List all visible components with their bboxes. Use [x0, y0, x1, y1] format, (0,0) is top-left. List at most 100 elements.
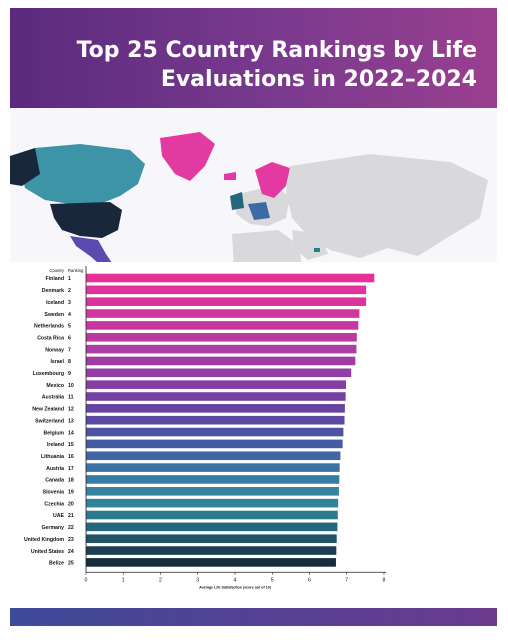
bar [86, 522, 338, 532]
country-label: Mexico [46, 383, 64, 389]
bar [86, 273, 375, 283]
map-canada [20, 144, 145, 204]
ranking-label: 25 [68, 561, 74, 567]
map-mexico [70, 236, 114, 268]
bar [86, 451, 341, 461]
map-usa [50, 202, 122, 238]
ranking-label: 10 [68, 383, 74, 389]
country-label: Ireland [47, 442, 64, 448]
country-label: Iceland [46, 300, 64, 306]
ranking-label: 24 [68, 549, 74, 555]
bar [86, 321, 359, 330]
country-label: Israel [50, 359, 64, 365]
ranking-label: 17 [68, 466, 74, 472]
bar [86, 309, 360, 318]
infographic-frame: Top 25 Country Rankings by Life Evaluati… [10, 8, 497, 626]
chart-title: Top 25 Country Rankings by Life Evaluati… [76, 38, 477, 92]
map-central-europe [248, 202, 270, 220]
ranking-label: 1 [68, 276, 71, 282]
ranking-label: 7 [68, 347, 71, 353]
country-label: Luxembourg [33, 371, 64, 377]
bar [86, 404, 345, 413]
footer-bar [10, 608, 497, 626]
ranking-label: 13 [68, 418, 74, 424]
bar [86, 392, 346, 401]
country-label: Netherlands [34, 324, 64, 330]
ranking-label: 18 [68, 478, 74, 484]
country-label: UAE [53, 513, 64, 519]
ranking-label: 21 [68, 513, 74, 519]
ranking-label: 9 [68, 371, 71, 377]
x-tick-label: 7 [345, 577, 348, 583]
x-tick-label: 2 [159, 577, 162, 583]
x-axis-label: Average Life Satisfaction (score out of … [199, 585, 272, 589]
bar [86, 463, 340, 472]
country-label: Australia [42, 395, 64, 401]
country-label: Sweden [44, 312, 64, 318]
column-header-country: Country [49, 268, 65, 273]
bar [86, 558, 336, 567]
ranking-label: 2 [68, 288, 71, 294]
country-label: Canada [45, 478, 64, 484]
map-iceland [224, 172, 236, 180]
country-label: Slovenia [43, 490, 64, 496]
column-header-ranking: Ranking [68, 268, 84, 273]
bar [86, 475, 340, 484]
x-tick-label: 5 [271, 577, 274, 583]
country-label: United States [31, 549, 64, 555]
country-label: United Kingdom [24, 537, 64, 543]
ranking-label: 20 [68, 501, 74, 507]
map-alaska [10, 148, 40, 186]
country-label: Switzerland [35, 418, 64, 424]
x-tick-label: 3 [196, 577, 199, 583]
header-banner: Top 25 Country Rankings by Life Evaluati… [10, 8, 497, 108]
bar [86, 368, 352, 378]
ranking-label: 11 [68, 395, 74, 401]
bar [86, 356, 356, 366]
ranking-label: 14 [68, 430, 74, 436]
bar [86, 498, 339, 508]
country-label: Belize [49, 561, 64, 567]
ranking-label: 15 [68, 442, 74, 448]
x-tick-label: 1 [122, 577, 125, 583]
x-tick-label: 6 [308, 577, 311, 583]
ranking-label: 12 [68, 407, 74, 413]
bar [86, 380, 347, 389]
ranking-label: 6 [68, 335, 71, 341]
ranking-label: 19 [68, 490, 74, 496]
ranking-label: 16 [68, 454, 74, 460]
bar [86, 546, 337, 555]
country-label: Germany [42, 525, 65, 531]
bar [86, 285, 367, 295]
bar [86, 510, 338, 520]
country-label: Austria [46, 466, 64, 472]
bar [86, 344, 357, 354]
country-label: Norway [45, 347, 64, 353]
country-label: New Zealand [32, 407, 64, 413]
ranking-label: 3 [68, 300, 71, 306]
bar [86, 487, 339, 496]
ranking-label: 22 [68, 525, 74, 531]
map-uae [314, 248, 320, 252]
map-uk-ireland [230, 192, 244, 210]
country-label: Belgium [44, 430, 65, 436]
bar [86, 332, 357, 342]
country-label: Denmark [42, 288, 64, 294]
bar [86, 534, 337, 543]
bar [86, 439, 343, 449]
bar [86, 427, 344, 437]
x-tick-label: 0 [85, 577, 88, 583]
x-tick-label: 8 [383, 577, 386, 583]
ranking-label: 8 [68, 359, 71, 365]
country-label: Lithuania [41, 454, 64, 460]
ranking-label: 4 [68, 312, 71, 318]
map-asia [286, 154, 488, 258]
country-label: Costa Rica [37, 335, 64, 341]
country-label: Czechia [44, 501, 64, 507]
ranking-label: 23 [68, 537, 74, 543]
country-label: Finland [46, 276, 64, 282]
x-tick-label: 4 [234, 577, 237, 583]
map-greenland [160, 132, 215, 181]
map-middle-east [292, 230, 328, 260]
bar [86, 415, 345, 425]
